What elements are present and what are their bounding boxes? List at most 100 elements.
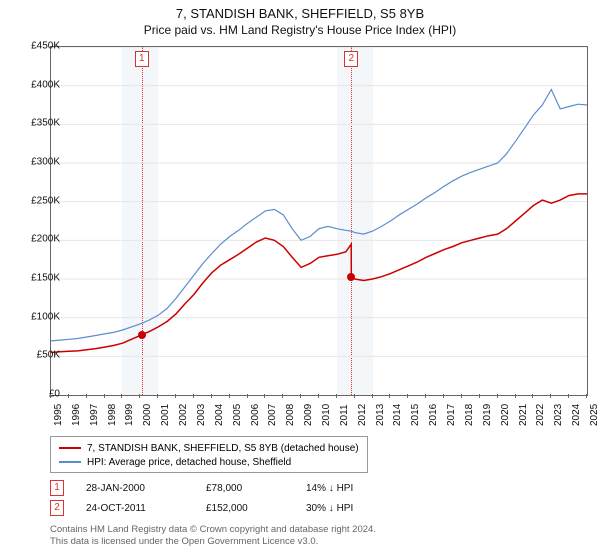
x-tick — [282, 394, 283, 398]
x-tick — [50, 394, 51, 398]
x-tick-label: 2020 — [500, 404, 511, 426]
attribution-line2: This data is licensed under the Open Gov… — [50, 536, 376, 548]
y-tick-label: £100K — [10, 311, 60, 322]
title-block: 7, STANDISH BANK, SHEFFIELD, S5 8YB Pric… — [0, 0, 600, 37]
x-tick-label: 2018 — [464, 404, 475, 426]
x-tick — [443, 394, 444, 398]
x-tick — [104, 394, 105, 398]
x-tick-label: 2013 — [375, 404, 386, 426]
sales-date-1: 28-JAN-2000 — [86, 483, 206, 494]
x-tick — [425, 394, 426, 398]
x-tick-label: 2015 — [410, 404, 421, 426]
x-tick-label: 2023 — [553, 404, 564, 426]
x-tick — [461, 394, 462, 398]
x-tick-label: 2000 — [142, 404, 153, 426]
x-tick-label: 2007 — [267, 404, 278, 426]
x-tick — [193, 394, 194, 398]
chart-plot-area: 1 2 — [50, 46, 588, 396]
x-tick — [247, 394, 248, 398]
x-tick-label: 2003 — [196, 404, 207, 426]
x-tick — [568, 394, 569, 398]
x-tick — [515, 394, 516, 398]
x-tick-label: 2024 — [571, 404, 582, 426]
legend-swatch-1 — [59, 447, 81, 449]
legend-label-1: 7, STANDISH BANK, SHEFFIELD, S5 8YB (det… — [87, 443, 359, 454]
sales-index-2: 2 — [50, 500, 64, 516]
sales-table: 1 28-JAN-2000 £78,000 14% ↓ HPI 2 24-OCT… — [50, 478, 406, 518]
marker-dot-2 — [347, 273, 355, 281]
x-tick-label: 2005 — [232, 404, 243, 426]
sales-row-1: 1 28-JAN-2000 £78,000 14% ↓ HPI — [50, 478, 406, 498]
y-tick-label: £0 — [10, 389, 60, 400]
x-tick-label: 2021 — [518, 404, 529, 426]
sales-price-2: £152,000 — [206, 503, 306, 514]
legend-row-1: 7, STANDISH BANK, SHEFFIELD, S5 8YB (det… — [59, 441, 359, 455]
x-tick — [389, 394, 390, 398]
title-sub: Price paid vs. HM Land Registry's House … — [0, 23, 600, 37]
x-tick-label: 2014 — [392, 404, 403, 426]
legend-swatch-2 — [59, 461, 81, 463]
x-tick-label: 2017 — [446, 404, 457, 426]
x-tick — [229, 394, 230, 398]
y-tick-label: £200K — [10, 234, 60, 245]
legend-row-2: HPI: Average price, detached house, Shef… — [59, 455, 359, 469]
x-tick-label: 2009 — [303, 404, 314, 426]
title-main: 7, STANDISH BANK, SHEFFIELD, S5 8YB — [0, 6, 600, 21]
x-tick — [175, 394, 176, 398]
x-tick-label: 1996 — [71, 404, 82, 426]
y-tick-label: £150K — [10, 273, 60, 284]
x-tick — [139, 394, 140, 398]
chart-svg — [51, 47, 587, 395]
x-tick-label: 2002 — [178, 404, 189, 426]
x-tick-label: 1998 — [107, 404, 118, 426]
x-tick-label: 2025 — [589, 404, 600, 426]
x-tick-label: 2012 — [357, 404, 368, 426]
x-tick-label: 2010 — [321, 404, 332, 426]
x-tick-label: 2022 — [535, 404, 546, 426]
x-tick-label: 1995 — [53, 404, 64, 426]
series-property — [51, 194, 587, 353]
legend: 7, STANDISH BANK, SHEFFIELD, S5 8YB (det… — [50, 436, 368, 473]
x-tick-label: 2008 — [285, 404, 296, 426]
x-tick — [479, 394, 480, 398]
x-tick — [407, 394, 408, 398]
x-tick — [121, 394, 122, 398]
sales-diff-2: 30% ↓ HPI — [306, 503, 406, 514]
x-tick — [586, 394, 587, 398]
x-tick-label: 2001 — [160, 404, 171, 426]
x-tick — [532, 394, 533, 398]
y-tick-label: £400K — [10, 79, 60, 90]
series-hpi — [51, 90, 587, 341]
legend-label-2: HPI: Average price, detached house, Shef… — [87, 457, 291, 468]
x-tick-label: 2019 — [482, 404, 493, 426]
chart-container: 7, STANDISH BANK, SHEFFIELD, S5 8YB Pric… — [0, 0, 600, 560]
x-tick-label: 1997 — [89, 404, 100, 426]
x-tick-label: 2004 — [214, 404, 225, 426]
x-tick — [86, 394, 87, 398]
x-tick — [318, 394, 319, 398]
x-tick — [157, 394, 158, 398]
x-tick-label: 2016 — [428, 404, 439, 426]
x-tick — [497, 394, 498, 398]
attribution: Contains HM Land Registry data © Crown c… — [50, 524, 376, 548]
sales-row-2: 2 24-OCT-2011 £152,000 30% ↓ HPI — [50, 498, 406, 518]
attribution-line1: Contains HM Land Registry data © Crown c… — [50, 524, 376, 536]
x-tick — [336, 394, 337, 398]
y-tick-label: £450K — [10, 41, 60, 52]
sales-date-2: 24-OCT-2011 — [86, 503, 206, 514]
gridlines-h — [51, 47, 587, 356]
x-tick — [68, 394, 69, 398]
x-tick — [354, 394, 355, 398]
sales-diff-1: 14% ↓ HPI — [306, 483, 406, 494]
sales-price-1: £78,000 — [206, 483, 306, 494]
y-tick-label: £50K — [10, 350, 60, 361]
y-tick-label: £300K — [10, 157, 60, 168]
marker-dot-1 — [138, 331, 146, 339]
x-tick — [300, 394, 301, 398]
x-tick — [372, 394, 373, 398]
x-tick-label: 2011 — [339, 404, 350, 426]
marker-box-1: 1 — [135, 51, 149, 67]
y-tick-label: £350K — [10, 118, 60, 129]
x-tick — [264, 394, 265, 398]
y-tick-label: £250K — [10, 195, 60, 206]
